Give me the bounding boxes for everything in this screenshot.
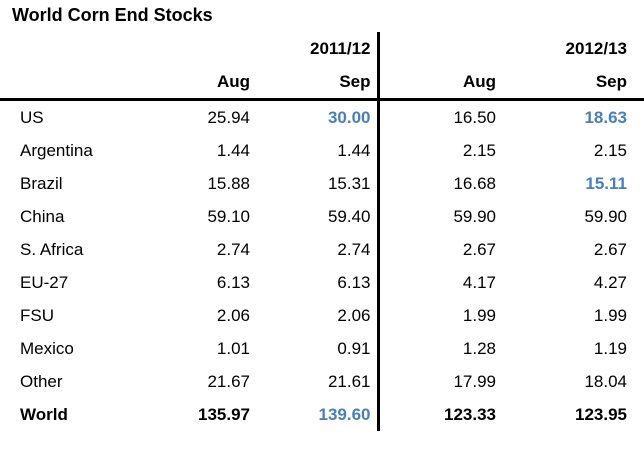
value-cell: 0.91	[252, 332, 380, 365]
value-cell: 15.88	[207, 173, 250, 193]
table-row: Brazil 15.88 15.31 16.68 15.11	[0, 167, 644, 200]
group-header-spacer	[378, 32, 498, 65]
table-row: China 59.10 59.40 59.90 59.90	[0, 200, 644, 233]
value-cell: 1.44	[216, 140, 250, 160]
row-label: US	[20, 107, 44, 127]
table-row: FSU 2.06 2.06 1.99 1.99	[0, 299, 644, 332]
value-cell: 16.68	[453, 173, 496, 193]
group-header-row: 2011/12 2012/13	[0, 32, 644, 65]
group-header-spacer	[140, 32, 252, 65]
value-cell: 135.97	[198, 404, 250, 424]
column-header-row: Aug Sep Aug Sep	[0, 65, 644, 101]
value-cell: 1.01	[216, 338, 250, 358]
table-row: EU-27 6.13 6.13 4.17 4.27	[0, 266, 644, 299]
value-cell: 18.04	[584, 371, 627, 391]
column-header-sep-2012: Sep	[498, 65, 644, 101]
value-cell: 2.15	[462, 140, 496, 160]
value-cell: 2.67	[462, 239, 496, 259]
value-cell: 123.33	[444, 404, 496, 424]
table-row: Other 21.67 21.61 17.99 18.04	[0, 365, 644, 398]
column-header-sep-2011: Sep	[252, 65, 380, 101]
value-cell: 2.67	[593, 239, 627, 259]
group-header-2011-12: 2011/12	[252, 32, 380, 65]
value-cell: 1.99	[462, 305, 496, 325]
table-header: 2011/12 2012/13 Aug Sep Aug Sep	[0, 32, 644, 101]
row-label: China	[20, 206, 65, 226]
value-cell: 16.50	[453, 107, 496, 127]
value-cell: 4.17	[462, 272, 496, 292]
column-header-aug-2011: Aug	[140, 65, 252, 101]
value-cell: 2.15	[593, 140, 627, 160]
row-label: Mexico	[20, 338, 74, 358]
value-cell: 17.99	[453, 371, 496, 391]
table-body: US 25.94 30.00 16.50 18.63 Argentina 1.4…	[0, 99, 644, 431]
value-cell: 18.63	[584, 107, 627, 127]
value-cell: 59.40	[252, 200, 380, 233]
value-cell: 59.90	[584, 206, 627, 226]
value-cell: 4.27	[593, 272, 627, 292]
value-cell: 21.61	[252, 365, 380, 398]
value-cell: 2.74	[252, 233, 380, 266]
value-cell: 59.10	[207, 206, 250, 226]
row-label: Brazil	[20, 173, 63, 193]
group-header-2012-13: 2012/13	[565, 38, 627, 58]
value-cell: 25.94	[207, 107, 250, 127]
value-cell: 15.31	[252, 167, 380, 200]
value-cell: 139.60	[252, 398, 380, 431]
row-label: Other	[20, 371, 63, 391]
value-cell: 6.13	[216, 272, 250, 292]
value-cell: 6.13	[252, 266, 380, 299]
value-cell: 59.90	[453, 206, 496, 226]
group-header-spacer	[0, 32, 140, 65]
value-cell: 2.06	[216, 305, 250, 325]
row-label: World	[20, 404, 68, 424]
value-cell: 30.00	[252, 99, 380, 134]
value-cell: 2.74	[216, 239, 250, 259]
row-label: Argentina	[20, 140, 93, 160]
column-header-spacer	[0, 65, 140, 101]
row-label: S. Africa	[20, 239, 84, 259]
value-cell: 1.28	[462, 338, 496, 358]
value-cell: 123.95	[575, 404, 627, 424]
row-label: EU-27	[20, 272, 69, 292]
table-row: World 135.97 139.60 123.33 123.95	[0, 398, 644, 431]
page-title: World Corn End Stocks	[12, 5, 213, 25]
row-label: FSU	[20, 305, 54, 325]
value-cell: 2.06	[252, 299, 380, 332]
column-header-aug-2012: Aug	[378, 65, 498, 101]
value-cell: 1.19	[593, 338, 627, 358]
value-cell: 15.11	[585, 173, 627, 193]
table-row: Argentina 1.44 1.44 2.15 2.15	[0, 134, 644, 167]
value-cell: 1.99	[593, 305, 627, 325]
corn-end-stocks-table: 2011/12 2012/13 Aug Sep Aug Sep US 25.94…	[0, 32, 644, 431]
table-row: S. Africa 2.74 2.74 2.67 2.67	[0, 233, 644, 266]
table-row: US 25.94 30.00 16.50 18.63	[0, 99, 644, 134]
value-cell: 1.44	[252, 134, 380, 167]
table-row: Mexico 1.01 0.91 1.28 1.19	[0, 332, 644, 365]
value-cell: 21.67	[207, 371, 250, 391]
